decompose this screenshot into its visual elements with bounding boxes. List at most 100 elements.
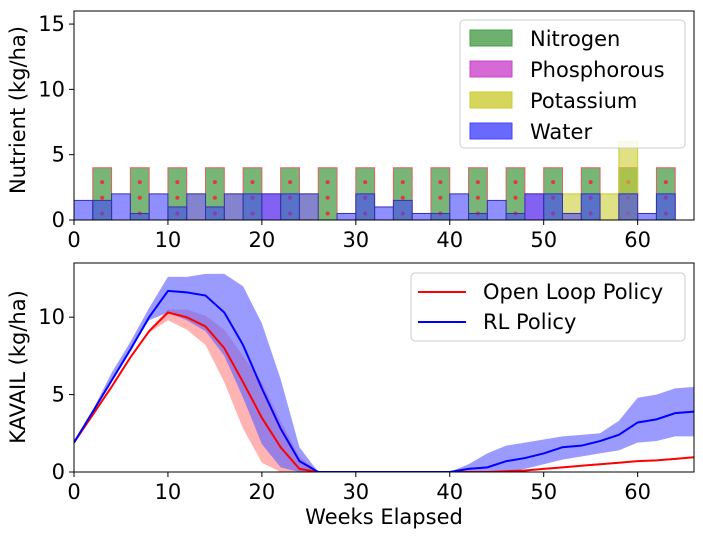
nitrogen-dot	[250, 180, 255, 185]
kavail-legend: Open Loop Policy RL Policy	[410, 272, 686, 342]
water-bar	[580, 193, 601, 221]
rl-policy-confidence-band	[74, 273, 694, 472]
potassium-bar	[599, 193, 620, 221]
nutrient-y-tick-label: 5	[52, 143, 65, 167]
nutrient-y-tick-label: 0	[52, 208, 65, 232]
legend-label-open-loop-policy: Open Loop Policy	[483, 280, 663, 304]
nitrogen-dot	[363, 180, 368, 185]
nutrient-bars	[73, 141, 676, 221]
water-bar	[73, 199, 94, 221]
nitrogen-dot	[175, 195, 180, 200]
nutrient-x-tick-label: 60	[624, 228, 651, 252]
nutrient-chart: Nutrient (kg/ha) 0 10 20 30 40 50 60 0 5 10 15 Nitr…	[6, 10, 695, 252]
nitrogen-dot	[551, 180, 556, 185]
kavail-x-tick-label: 0	[67, 480, 80, 504]
kavail-x-tick-label: 30	[342, 480, 369, 504]
water-bar	[205, 206, 225, 221]
water-bar	[468, 212, 488, 221]
kavail-x-label: Weeks Elapsed	[305, 505, 463, 529]
kavail-y-tick-label: 0	[52, 460, 65, 484]
nutrient-axes-frame	[73, 10, 695, 221]
nutrient-legend-box	[459, 19, 686, 149]
kavail-y-tick-label: 5	[52, 383, 65, 407]
water-bar	[374, 206, 394, 221]
legend-label-water: Water	[530, 120, 592, 144]
water-bar	[148, 193, 169, 221]
nutrient-y-tick-label: 15	[38, 12, 65, 36]
open-loop-policy-line	[74, 311, 694, 472]
nitrogen-dot	[212, 180, 217, 185]
nitrogen-dot	[137, 195, 142, 200]
nitrogen-dot	[475, 195, 480, 200]
nutrient-x-tick-label: 10	[155, 228, 182, 252]
nutrient-y-label: Nutrient (kg/ha)	[6, 26, 30, 194]
water-bar	[486, 199, 507, 221]
water-bar	[111, 193, 131, 221]
nitrogen-dot	[513, 180, 518, 185]
legend-swatch-potassium	[469, 91, 513, 109]
legend-label-rl-policy: RL Policy	[483, 310, 576, 334]
nitrogen-dot	[288, 180, 293, 185]
water-bar	[655, 193, 676, 221]
legend-label-potassium: Potassium	[530, 89, 637, 113]
water-bar	[261, 193, 282, 221]
water-bar	[129, 212, 150, 221]
water-bar	[223, 193, 244, 221]
legend-swatch-water	[469, 122, 513, 140]
kavail-plot-area	[74, 273, 694, 472]
water-bar	[280, 193, 300, 221]
kavail-x-tick-label: 60	[624, 480, 651, 504]
kavail-y-tick-label: 10	[38, 305, 65, 329]
nutrient-y-tick-label: 10	[38, 77, 65, 101]
nitrogen-dot	[325, 211, 330, 216]
water-bar	[298, 193, 319, 221]
nutrient-legend: Nitrogen Phosphorous Potassium Water	[459, 19, 686, 149]
kavail-y-label: KAVAIL (kg/ha)	[6, 290, 30, 444]
kavail-legend-box	[410, 272, 686, 342]
nitrogen-dot	[400, 180, 405, 185]
nutrient-x-tick-label: 30	[342, 228, 369, 252]
nitrogen-dot	[212, 195, 217, 200]
nutrient-x-tick-label: 0	[67, 228, 80, 252]
water-bar	[186, 193, 207, 221]
nitrogen-dot	[438, 180, 443, 185]
nitrogen-dot	[325, 195, 330, 200]
nutrient-x-tick-label: 20	[249, 228, 276, 252]
kavail-x-tick-label: 10	[155, 480, 182, 504]
nutrient-x-tick-label: 40	[436, 228, 463, 252]
water-bar	[524, 193, 545, 221]
kavail-x-tick-label: 40	[436, 480, 463, 504]
nitrogen-dot	[137, 180, 142, 185]
kavail-chart: KAVAIL (kg/ha) Weeks Elapsed 0 10 20 30 40 50…	[6, 262, 695, 529]
kavail-x-tick-label: 20	[249, 480, 276, 504]
water-bar	[167, 206, 188, 221]
nitrogen-dot	[438, 195, 443, 200]
legend-label-phosphorous: Phosphorous	[530, 58, 665, 82]
nitrogen-dot	[325, 180, 330, 185]
nitrogen-dot	[100, 180, 105, 185]
water-bar	[336, 212, 357, 221]
legend-swatch-nitrogen	[469, 29, 513, 47]
water-bar	[561, 212, 582, 221]
legend-swatch-phosphorous	[469, 60, 513, 78]
nitrogen-dot	[175, 180, 180, 185]
water-bar	[92, 199, 113, 221]
nitrogen-dot	[475, 180, 480, 185]
water-bar	[430, 212, 451, 221]
nitrogen-dot	[663, 180, 668, 185]
water-bar	[505, 212, 526, 221]
nitrogen-dot	[513, 195, 518, 200]
nitrogen-dot	[588, 180, 593, 185]
nitrogen-dot	[100, 195, 105, 200]
kavail-axes-frame	[73, 262, 695, 473]
legend-label-nitrogen: Nitrogen	[530, 27, 620, 51]
water-bar	[392, 199, 413, 221]
water-bar	[449, 193, 470, 221]
kavail-x-tick-label: 50	[530, 480, 557, 504]
nitrogen-dot	[400, 195, 405, 200]
water-bar	[637, 212, 657, 221]
water-bar	[242, 193, 263, 221]
water-bar	[543, 193, 563, 221]
nutrient-x-tick-label: 50	[530, 228, 557, 252]
